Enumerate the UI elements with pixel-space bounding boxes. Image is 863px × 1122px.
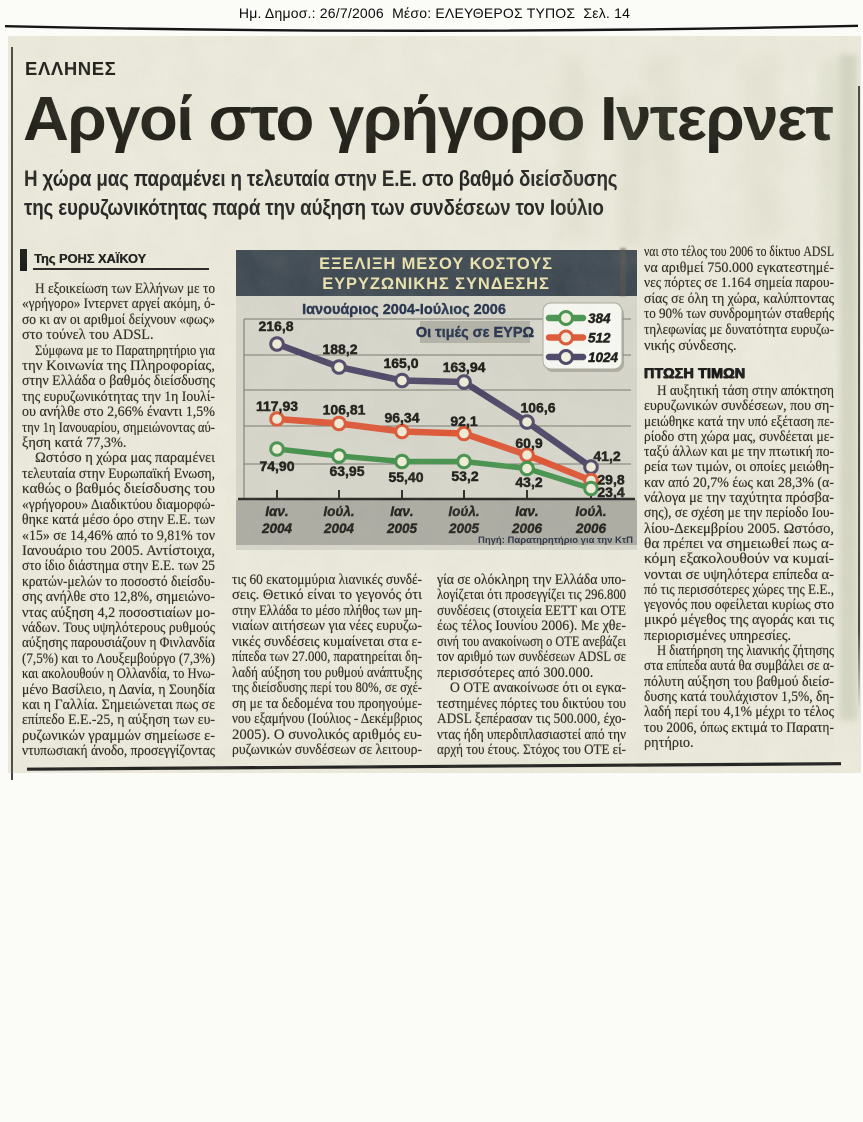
svg-text:96,34: 96,34	[384, 410, 419, 426]
svg-text:60,9: 60,9	[515, 435, 542, 451]
svg-text:Ιανουάριος 2004-Ιούλιος 2006: Ιανουάριος 2004-Ιούλιος 2006	[302, 302, 506, 318]
svg-text:Ιαν.: Ιαν.	[515, 504, 538, 519]
svg-text:2005: 2005	[386, 521, 418, 536]
svg-text:2006: 2006	[511, 521, 543, 536]
svg-text:53,2: 53,2	[451, 468, 478, 484]
svg-text:ΕΞΕΛΙΞΗ ΜΕΣΟΥ ΚΟΣΤΟΥΣ: ΕΞΕΛΙΞΗ ΜΕΣΟΥ ΚΟΣΤΟΥΣ	[319, 255, 553, 273]
svg-text:Ιούλ.: Ιούλ.	[323, 504, 354, 519]
svg-text:163,94: 163,94	[443, 359, 486, 375]
svg-text:2004: 2004	[323, 521, 355, 536]
svg-text:117,93: 117,93	[256, 398, 298, 414]
svg-text:106,81: 106,81	[323, 402, 366, 418]
svg-text:512: 512	[588, 331, 611, 346]
svg-text:Ιούλ.: Ιούλ.	[575, 504, 606, 519]
svg-text:384: 384	[588, 311, 611, 326]
svg-text:2005: 2005	[448, 521, 480, 536]
svg-text:55,40: 55,40	[388, 469, 423, 485]
svg-text:ΕΥΡΥΖΩΝΙΚΗΣ ΣΥΝΔΕΣΗΣ: ΕΥΡΥΖΩΝΙΚΗΣ ΣΥΝΔΕΣΗΣ	[322, 275, 550, 293]
svg-text:2004: 2004	[261, 521, 293, 536]
svg-text:188,2: 188,2	[322, 341, 357, 357]
svg-text:Ιαν.: Ιαν.	[265, 504, 288, 519]
svg-text:74,90: 74,90	[259, 458, 294, 474]
svg-text:43,2: 43,2	[515, 474, 542, 490]
svg-text:23,4: 23,4	[597, 484, 624, 500]
svg-text:2006: 2006	[575, 521, 607, 536]
svg-text:106,6: 106,6	[520, 400, 555, 416]
svg-text:Οι τιμές σε ΕΥΡΩ: Οι τιμές σε ΕΥΡΩ	[416, 325, 535, 341]
svg-text:Ιούλ.: Ιούλ.	[448, 504, 479, 519]
svg-text:216,8: 216,8	[258, 318, 293, 334]
svg-text:41,2: 41,2	[593, 448, 620, 464]
svg-text:Ιαν.: Ιαν.	[390, 504, 413, 519]
svg-text:1024: 1024	[588, 350, 619, 365]
svg-text:63,95: 63,95	[329, 463, 364, 479]
svg-text:165,0: 165,0	[383, 355, 418, 371]
svg-text:Πηγή: Παρατηρητήριο για την Κτ: Πηγή: Παρατηρητήριο για την ΚτΠ	[478, 535, 633, 546]
svg-text:92,1: 92,1	[450, 413, 477, 429]
